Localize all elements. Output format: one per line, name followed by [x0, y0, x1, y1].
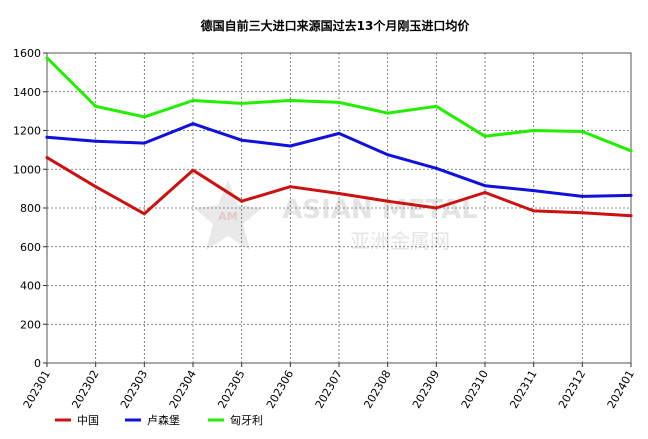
- x-tick-label: 202308: [361, 368, 393, 411]
- data-point: [288, 98, 292, 102]
- x-tick-label: 202310: [459, 368, 491, 411]
- y-tick-label: 600: [20, 241, 41, 254]
- x-tick-label: 202301: [21, 368, 53, 411]
- data-point: [45, 56, 49, 60]
- y-tick-label: 1000: [13, 163, 41, 176]
- data-point: [532, 209, 536, 213]
- series-group: [45, 56, 633, 218]
- data-point: [142, 115, 146, 119]
- data-point: [532, 129, 536, 132]
- data-point: [45, 135, 49, 139]
- y-tick-label: 1600: [13, 47, 41, 60]
- data-point: [240, 138, 244, 142]
- data-point: [337, 191, 341, 195]
- y-tick-label: 400: [20, 280, 41, 293]
- data-point: [629, 149, 633, 153]
- data-point: [386, 111, 390, 115]
- watermark-logo-text: AM: [218, 210, 237, 223]
- data-point: [94, 185, 98, 189]
- x-tick-label: 202312: [556, 368, 588, 411]
- data-point: [45, 156, 49, 160]
- watermark: AM ASIAN METAL 亚洲金属网: [194, 180, 478, 253]
- data-point: [288, 185, 292, 189]
- data-point: [142, 141, 146, 145]
- data-point: [191, 122, 195, 126]
- legend-label: 匈牙利: [230, 413, 263, 427]
- y-tick-label: 200: [20, 318, 41, 331]
- y-tick-label: 0: [34, 357, 41, 370]
- legend-label: 卢森堡: [147, 413, 180, 427]
- data-point: [288, 144, 292, 148]
- watermark-text-cn: 亚洲金属网: [350, 229, 450, 253]
- data-point: [483, 191, 487, 194]
- chart-title: 德国自前三大进口来源国过去13个月刚玉进口均价: [201, 18, 471, 33]
- data-point: [629, 193, 633, 197]
- data-point: [483, 134, 487, 138]
- data-point: [191, 168, 195, 172]
- data-point: [386, 153, 390, 157]
- x-tick-label: 202401: [605, 368, 637, 411]
- x-tick-label: 202309: [410, 368, 442, 411]
- x-tick-label: 202306: [264, 368, 296, 411]
- data-point: [191, 98, 195, 102]
- x-tick-label: 202311: [507, 368, 539, 411]
- series-line-2: [45, 56, 633, 153]
- data-point: [94, 139, 98, 143]
- data-point: [532, 189, 536, 193]
- x-tick-label: 202303: [118, 368, 150, 411]
- watermark-star-logo: [194, 180, 262, 250]
- data-point: [94, 104, 98, 108]
- x-axis: 202301 202302 202303 202304 202305 202306 2023…: [21, 363, 637, 411]
- y-tick-label: 800: [20, 202, 41, 215]
- data-point: [580, 194, 584, 198]
- data-point: [337, 131, 341, 135]
- legend-label: 中国: [77, 414, 99, 427]
- data-point: [483, 184, 487, 188]
- data-point: [386, 199, 390, 203]
- x-tick-label: 202302: [69, 368, 101, 411]
- data-point: [629, 214, 633, 218]
- y-tick-label: 1200: [13, 125, 41, 138]
- y-axis: 0 200 400 600 800 1000 1200 1400 1600: [13, 47, 47, 370]
- data-point: [142, 212, 146, 216]
- x-tick-label: 202305: [215, 368, 247, 411]
- data-point: [434, 104, 438, 108]
- data-point: [434, 166, 438, 170]
- data-point: [434, 206, 438, 210]
- legend: 中国 卢森堡 匈牙利: [55, 413, 263, 427]
- x-tick-label: 202307: [313, 368, 345, 411]
- x-tick-label: 202304: [167, 368, 199, 411]
- data-point: [240, 101, 244, 105]
- y-tick-label: 1400: [13, 86, 41, 99]
- data-point: [580, 211, 584, 215]
- data-point: [580, 129, 584, 133]
- data-point: [240, 199, 244, 203]
- data-point: [337, 100, 341, 104]
